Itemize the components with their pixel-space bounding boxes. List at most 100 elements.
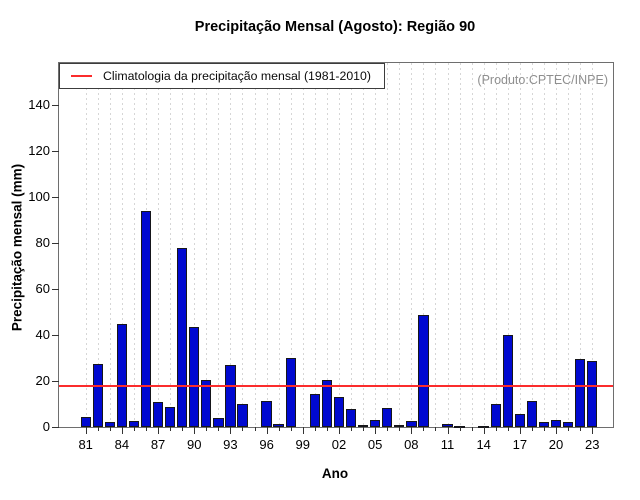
bar-1989 — [176, 248, 188, 427]
x-tick-1989 — [182, 427, 184, 431]
x-tick-label-2020: 20 — [548, 437, 564, 452]
gridline-year-2015 — [495, 63, 497, 427]
y-tick-label-140: 140 — [28, 97, 50, 112]
chart-title: Precipitação Mensal (Agosto): Região 90 — [194, 19, 476, 35]
gridline-year-2000 — [314, 63, 316, 427]
bar-2000 — [309, 394, 321, 427]
bar-1988 — [164, 407, 176, 427]
x-tick-2002 — [338, 427, 340, 434]
x-tick-2023 — [592, 427, 594, 434]
x-tick-1998 — [290, 427, 292, 431]
x-tick-1982 — [97, 427, 99, 431]
gridline-year-1998 — [290, 63, 292, 427]
y-tick-120 — [52, 151, 59, 152]
gridline-year-2010 — [435, 63, 437, 427]
x-tick-2011 — [447, 427, 449, 434]
bar-1998 — [285, 358, 296, 427]
y-tick-label-40: 40 — [35, 327, 50, 342]
x-tick-label-2023: 23 — [584, 437, 600, 452]
gridline-year-2008 — [411, 63, 413, 427]
x-tick-2009 — [423, 427, 425, 431]
gridline-year-2004 — [363, 63, 365, 427]
x-tick-label-1996: 96 — [259, 437, 274, 452]
x-tick-2016 — [507, 427, 509, 431]
x-tick-label-2005: 05 — [367, 437, 383, 452]
x-tick-2017 — [519, 427, 521, 434]
gridline-year-2020 — [556, 63, 558, 427]
x-axis-title: Ano — [321, 466, 349, 481]
x-tick-2007 — [399, 427, 401, 431]
y-tick-60 — [52, 289, 59, 290]
x-tick-2018 — [531, 427, 533, 431]
bar-2018 — [526, 401, 538, 427]
bar-1992 — [213, 418, 224, 427]
x-tick-2012 — [459, 427, 461, 431]
gridline-year-2013 — [471, 63, 473, 427]
y-tick-label-20: 20 — [35, 373, 50, 388]
x-tick-2001 — [326, 427, 328, 431]
bar-1984 — [116, 324, 128, 427]
x-tick-1999 — [302, 427, 304, 434]
y-tick-140 — [52, 105, 59, 106]
x-tick-1994 — [242, 427, 244, 431]
x-tick-2014 — [483, 427, 485, 434]
y-tick-label-120: 120 — [28, 143, 50, 158]
x-tick-1984 — [121, 427, 123, 434]
bar-2022 — [574, 359, 586, 427]
x-tick-1992 — [218, 427, 220, 431]
x-tick-2015 — [495, 427, 497, 431]
gridline-year-1987 — [158, 63, 160, 427]
x-tick-2010 — [435, 427, 437, 431]
gridline-year-1995 — [254, 63, 256, 427]
x-tick-1995 — [254, 427, 256, 431]
x-tick-label-2008: 08 — [404, 437, 419, 452]
x-tick-2004 — [363, 427, 365, 431]
x-tick-label-2002: 02 — [331, 437, 347, 452]
y-tick-label-0: 0 — [42, 419, 50, 434]
x-tick-1993 — [230, 427, 232, 434]
gridline-year-2002 — [338, 63, 340, 427]
x-tick-label-1999: 99 — [295, 437, 310, 452]
gridline-year-1996 — [266, 63, 268, 427]
bar-2011 — [442, 424, 453, 427]
x-tick-1985 — [133, 427, 135, 431]
x-tick-1981 — [85, 427, 87, 434]
bar-1991 — [201, 380, 212, 427]
bar-2005 — [369, 420, 381, 427]
y-tick-80 — [52, 243, 59, 244]
x-tick-label-1990: 90 — [187, 437, 202, 452]
bar-1981 — [80, 417, 91, 427]
gridline-year-2006 — [387, 63, 389, 427]
bar-2023 — [587, 361, 598, 427]
x-tick-2019 — [543, 427, 545, 431]
x-tick-label-1984: 84 — [114, 437, 130, 452]
x-tick-2003 — [351, 427, 353, 431]
gridline-year-1994 — [242, 63, 244, 427]
gridline-year-2007 — [399, 63, 401, 427]
x-tick-1986 — [146, 427, 147, 431]
gridline-year-1993 — [230, 63, 232, 427]
x-tick-2006 — [387, 427, 389, 431]
bar-2020 — [550, 420, 562, 427]
x-tick-label-1993: 93 — [223, 437, 238, 452]
plot-area: (Produto:CPTEC/INPE) Climatologia da pre… — [52, 62, 614, 452]
gridline-year-1982 — [97, 63, 99, 427]
gridline-year-1985 — [133, 63, 135, 427]
gridline-year-1997 — [278, 63, 280, 427]
y-tick-40 — [52, 335, 59, 336]
gridline-year-2018 — [531, 63, 533, 427]
y-tick-100 — [52, 197, 59, 198]
bar-1993 — [225, 365, 236, 427]
gridline-year-2016 — [507, 63, 509, 427]
watermark-text: (Produto:CPTEC/INPE) — [477, 73, 608, 87]
bar-1990 — [189, 327, 200, 427]
bar-2003 — [345, 409, 357, 427]
gridline-year-1990 — [194, 63, 196, 427]
x-tick-1983 — [109, 427, 111, 431]
gridline-year-1992 — [218, 63, 220, 427]
gridline-year-1999 — [302, 63, 304, 427]
gridline-year-2011 — [447, 63, 449, 427]
bar-1994 — [237, 404, 248, 427]
bar-1985 — [128, 421, 140, 427]
gridline-year-1989 — [182, 63, 184, 427]
